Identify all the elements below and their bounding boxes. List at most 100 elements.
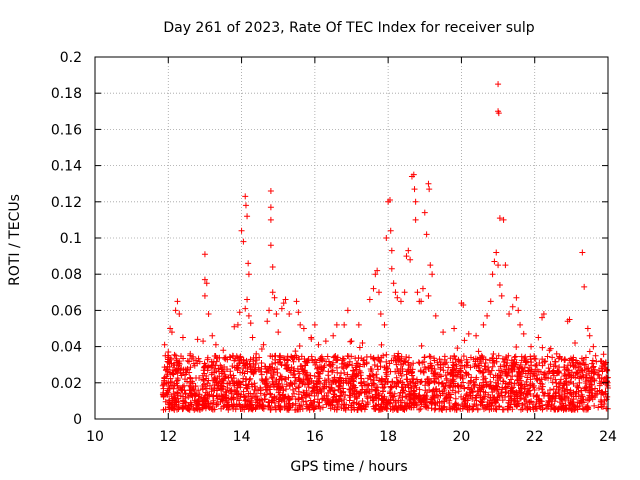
data-point bbox=[513, 294, 520, 301]
data-point bbox=[552, 390, 559, 397]
data-point bbox=[443, 375, 450, 382]
data-point bbox=[298, 353, 305, 360]
data-point bbox=[285, 406, 292, 413]
data-point bbox=[378, 341, 385, 348]
data-point bbox=[277, 373, 284, 380]
data-point bbox=[258, 346, 265, 353]
data-point bbox=[562, 366, 569, 373]
data-point bbox=[343, 401, 350, 408]
data-point bbox=[545, 370, 552, 377]
data-point bbox=[457, 383, 464, 390]
data-point bbox=[392, 289, 399, 296]
data-point bbox=[473, 376, 480, 383]
data-point bbox=[296, 342, 303, 349]
data-point bbox=[196, 374, 203, 381]
data-point bbox=[540, 371, 547, 378]
data-point bbox=[497, 363, 504, 370]
y-tick-label: 0.04 bbox=[51, 340, 82, 356]
data-point bbox=[344, 371, 351, 378]
data-point bbox=[205, 377, 212, 384]
data-point bbox=[550, 363, 557, 370]
data-point bbox=[215, 382, 222, 389]
data-point bbox=[285, 374, 292, 381]
data-point bbox=[438, 406, 445, 413]
data-point bbox=[433, 392, 440, 399]
data-point bbox=[533, 376, 540, 383]
data-point bbox=[273, 311, 280, 318]
data-point bbox=[488, 367, 495, 374]
data-point bbox=[346, 392, 353, 399]
data-point bbox=[269, 289, 276, 296]
data-point bbox=[528, 343, 535, 350]
data-point bbox=[245, 312, 252, 319]
data-point bbox=[565, 367, 572, 374]
data-point bbox=[303, 358, 310, 365]
data-point bbox=[221, 371, 228, 378]
data-point bbox=[580, 356, 587, 363]
data-point bbox=[300, 398, 307, 405]
data-point bbox=[356, 363, 363, 370]
data-point bbox=[496, 215, 503, 222]
data-point bbox=[270, 381, 277, 388]
data-point bbox=[503, 362, 510, 369]
data-point bbox=[518, 365, 525, 372]
data-point bbox=[303, 393, 310, 400]
data-point bbox=[253, 393, 260, 400]
data-point bbox=[332, 397, 339, 404]
data-point bbox=[186, 358, 193, 365]
data-point bbox=[221, 402, 228, 409]
data-point bbox=[441, 353, 448, 360]
data-point bbox=[400, 406, 407, 413]
data-point bbox=[269, 397, 276, 404]
data-point bbox=[360, 402, 367, 409]
data-point bbox=[360, 356, 367, 363]
data-point bbox=[468, 387, 475, 394]
data-point bbox=[518, 353, 525, 360]
data-point bbox=[277, 352, 284, 359]
data-point bbox=[356, 344, 363, 351]
data-point bbox=[210, 397, 217, 404]
data-point bbox=[584, 395, 591, 402]
data-point bbox=[526, 382, 533, 389]
data-point bbox=[531, 355, 538, 362]
data-point bbox=[355, 401, 362, 408]
data-point bbox=[266, 307, 273, 314]
data-point bbox=[503, 388, 510, 395]
data-point bbox=[295, 309, 302, 316]
data-point bbox=[236, 309, 243, 316]
data-point bbox=[473, 332, 480, 339]
data-point bbox=[340, 405, 347, 412]
data-point bbox=[441, 403, 448, 410]
data-point bbox=[334, 354, 341, 361]
data-point bbox=[220, 368, 227, 375]
data-point bbox=[337, 392, 344, 399]
data-point bbox=[496, 282, 503, 289]
data-point bbox=[461, 337, 468, 344]
data-point bbox=[487, 298, 494, 305]
data-point bbox=[381, 321, 388, 328]
data-point bbox=[415, 359, 422, 366]
data-point bbox=[323, 401, 330, 408]
data-point bbox=[582, 361, 589, 368]
data-point bbox=[302, 362, 309, 369]
data-point bbox=[552, 358, 559, 365]
data-point bbox=[591, 402, 598, 409]
data-point bbox=[460, 353, 467, 360]
data-point bbox=[295, 396, 302, 403]
data-point bbox=[425, 180, 432, 187]
data-point bbox=[543, 374, 550, 381]
data-point bbox=[553, 350, 560, 357]
data-point bbox=[312, 356, 319, 363]
data-point bbox=[552, 376, 559, 383]
data-point bbox=[245, 381, 252, 388]
data-point bbox=[166, 364, 173, 371]
data-point bbox=[304, 357, 311, 364]
data-point bbox=[477, 368, 484, 375]
data-point bbox=[428, 396, 435, 403]
data-point bbox=[545, 365, 552, 372]
data-point bbox=[195, 387, 202, 394]
data-point bbox=[256, 354, 263, 361]
data-point bbox=[527, 362, 534, 369]
data-point bbox=[315, 378, 322, 385]
data-point bbox=[299, 380, 306, 387]
